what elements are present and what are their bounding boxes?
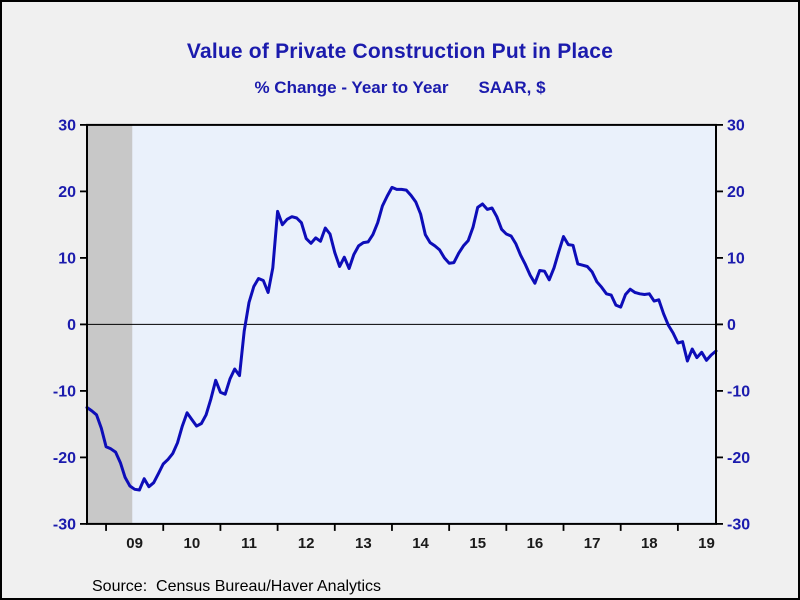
- y-axis-label-right: -20: [727, 450, 750, 467]
- x-axis-label: 15: [469, 535, 486, 552]
- y-axis-label-left: -30: [53, 516, 76, 533]
- x-axis-label: 10: [183, 535, 200, 552]
- x-axis-label: 09: [126, 535, 143, 552]
- y-axis-label-left: 10: [58, 250, 76, 267]
- x-axis-label: 11: [241, 535, 257, 552]
- y-axis-label-left: 20: [58, 184, 76, 201]
- y-axis-label-right: 20: [727, 184, 745, 201]
- y-axis-label-right: -10: [727, 383, 750, 400]
- y-axis-label-right: 30: [727, 117, 745, 134]
- x-axis-label: 19: [698, 535, 715, 552]
- y-axis-label-right: -30: [727, 516, 750, 533]
- y-axis-label-left: 0: [67, 317, 76, 334]
- y-axis-label-right: 10: [727, 250, 745, 267]
- y-axis-label-left: -20: [53, 450, 76, 467]
- y-axis-label-right: 0: [727, 317, 736, 334]
- x-axis-label: 18: [641, 535, 658, 552]
- x-axis-label: 12: [298, 535, 315, 552]
- chart-subtitle: % Change - Year to Year SAAR, $: [2, 78, 798, 98]
- x-axis-label: 17: [584, 535, 601, 552]
- y-axis-label-left: -10: [53, 383, 76, 400]
- x-axis-label: 14: [412, 535, 429, 552]
- data-line: [85, 185, 718, 492]
- subtitle-left-text: % Change - Year to Year: [254, 78, 449, 97]
- page-title: Value of Private Construction Put in Pla…: [186, 40, 614, 63]
- subtitle-right-text: SAAR, $: [478, 78, 546, 97]
- x-axis-label: 13: [355, 535, 372, 552]
- y-axis-label-left: 30: [58, 117, 76, 134]
- source-note: Source: Census Bureau/Haver Analytics: [92, 578, 382, 595]
- x-axis-label: 16: [527, 535, 544, 552]
